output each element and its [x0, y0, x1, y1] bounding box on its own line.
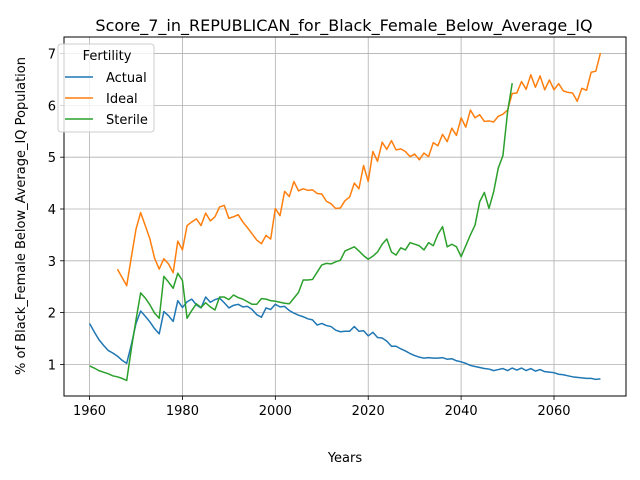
legend-label-sterile: Sterile [106, 113, 148, 128]
x-tick-label: 2060 [537, 404, 570, 419]
y-tick-label: 2 [48, 307, 56, 322]
y-tick-label: 3 [48, 255, 56, 270]
legend: Fertility Actual Ideal Sterile [57, 43, 155, 133]
legend-label-actual: Actual [106, 71, 147, 86]
y-tick-label: 1 [48, 358, 56, 373]
legend-box [57, 43, 155, 133]
x-axis: 1960 1980 2000 2020 2040 2060 [73, 396, 571, 419]
series-line-actual [88, 296, 601, 381]
y-tick-label: 5 [48, 151, 56, 166]
legend-title: Fertility [83, 49, 132, 64]
plot-frame [63, 36, 627, 397]
y-tick-label: 4 [48, 203, 56, 218]
x-axis-label: Years [327, 451, 363, 466]
chart-title: Score_7_in_REPUBLICAN_for_Black_Female_B… [95, 16, 592, 36]
legend-label-ideal: Ideal [106, 92, 138, 107]
series-line-ideal [116, 52, 602, 287]
grid-lines [64, 37, 626, 396]
legend-entries: Actual Ideal Sterile [65, 71, 148, 128]
x-tick-label: 2040 [445, 404, 478, 419]
x-tick-label: 2020 [352, 404, 385, 419]
y-tick-label: 7 [48, 48, 56, 63]
x-tick-label: 1960 [73, 404, 106, 419]
x-tick-label: 1980 [166, 404, 199, 419]
y-axis-label: % of Black_Female Below_Average_IQ Popul… [14, 57, 29, 375]
series-layer [88, 52, 602, 382]
y-tick-label: 6 [48, 99, 56, 114]
x-tick-label: 2000 [259, 404, 292, 419]
series-line-sterile [89, 82, 513, 382]
